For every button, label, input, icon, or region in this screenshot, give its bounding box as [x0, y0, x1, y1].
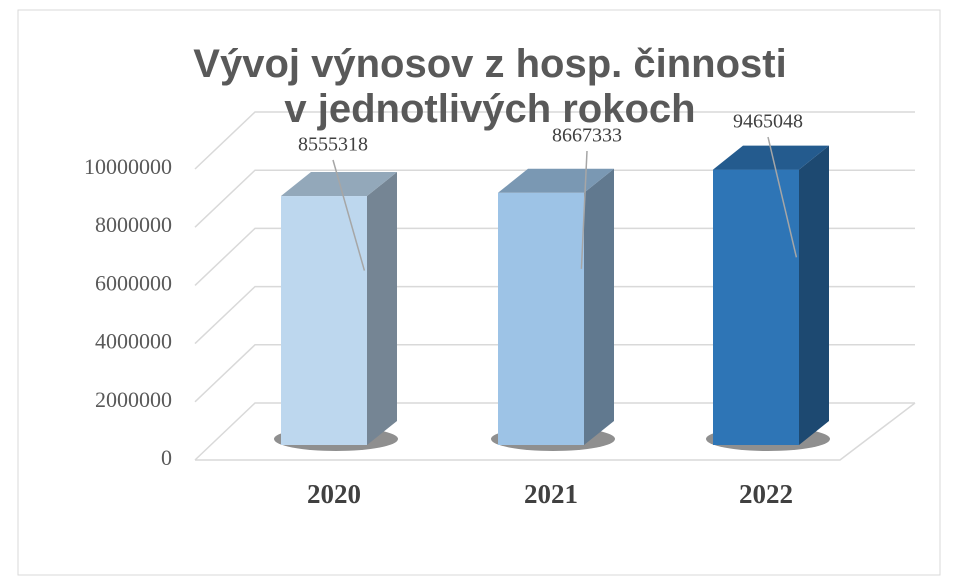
bar-side [367, 172, 397, 445]
leader-line [767, 136, 798, 258]
leader-line [580, 150, 588, 269]
y-tick-label: 4000000 [95, 329, 172, 354]
value-label: 8667333 [552, 125, 622, 147]
grid-line [194, 344, 915, 403]
y-tick-label: 6000000 [95, 270, 172, 295]
bar-side [799, 145, 829, 445]
chart-border [17, 9, 941, 576]
x-tick-label: 2020 [307, 479, 361, 509]
x-tick-label: 2022 [739, 479, 793, 509]
y-tick-label: 10000000 [84, 154, 172, 179]
y-tick-label: 2000000 [95, 387, 172, 412]
grid-line [194, 227, 915, 286]
grid-line [194, 402, 915, 461]
value-label: 8555318 [298, 134, 368, 156]
grid-line [194, 169, 915, 228]
chart-title: Vývoj výnosov z hosp. činnosti v jednotl… [193, 42, 787, 131]
bar-side [584, 168, 614, 445]
value-label: 9465048 [733, 111, 803, 133]
bar [713, 169, 799, 445]
bar-top [713, 145, 829, 170]
grid-line [194, 285, 915, 345]
bar [281, 196, 367, 445]
x-tick-label: 2021 [524, 479, 578, 509]
grid-line [194, 111, 915, 170]
bar-top [281, 172, 397, 197]
y-tick-label: 8000000 [95, 212, 172, 237]
leader-line [332, 159, 366, 271]
floor-edge [195, 402, 916, 461]
bar [498, 192, 584, 445]
y-tick-label: 0 [161, 445, 172, 470]
